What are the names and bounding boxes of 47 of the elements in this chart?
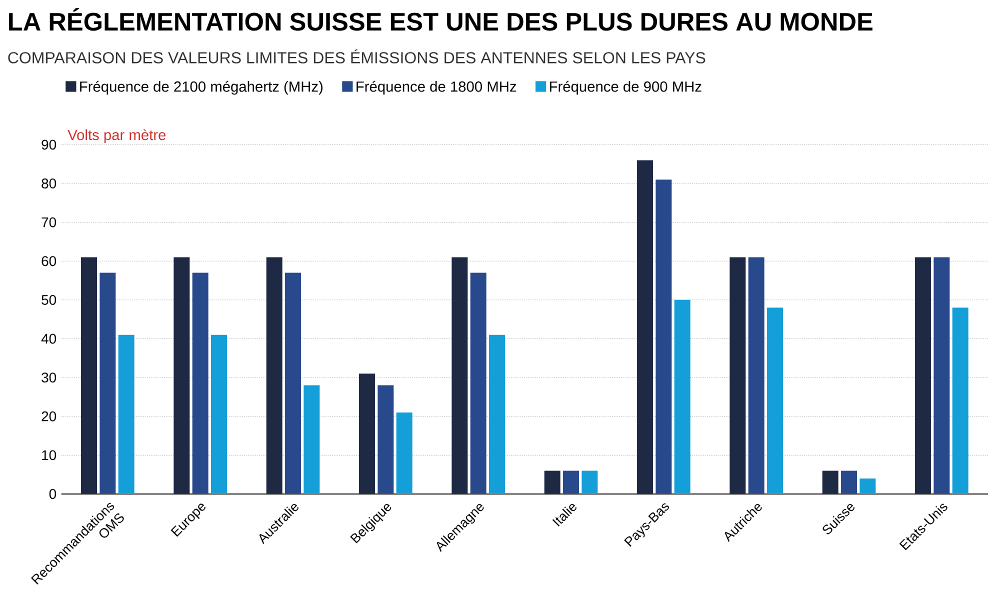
bar (767, 308, 784, 494)
y-tick-label: 60 (42, 256, 56, 266)
bar (730, 257, 746, 494)
bar (396, 412, 412, 494)
y-tick-label: 30 (42, 372, 56, 383)
bar (915, 257, 932, 494)
y-tick-label: 80 (42, 178, 56, 188)
legend-label: Fréquence de 2100 mégahertz (MHz) (80, 80, 322, 95)
bar (860, 478, 876, 494)
bar (100, 272, 116, 494)
y-tick-label: 20 (42, 411, 56, 422)
bar (841, 470, 858, 494)
bar (304, 385, 320, 494)
bar (266, 257, 282, 494)
bar (378, 385, 394, 494)
bar (81, 257, 98, 494)
bar (211, 334, 228, 494)
y-tick-label: 40 (41, 334, 56, 344)
bar (748, 257, 764, 494)
bar (285, 272, 302, 494)
y-tick-label: 0 (49, 489, 56, 499)
chart-subtitle: COMPARAISON DES VALEURS LIMITES DES ÉMISSIONS DES ANTENNES SELON LES PAYS (8, 49, 706, 64)
bar (174, 257, 190, 494)
bar (563, 470, 580, 494)
bar (656, 180, 672, 494)
y-tick-label: 10 (42, 450, 56, 460)
bar (452, 257, 468, 494)
x-tick-label: Italie (552, 504, 576, 527)
bar (674, 300, 690, 494)
bar (118, 334, 134, 494)
bar (489, 334, 506, 494)
y-tick-label: 50 (42, 294, 56, 305)
bar (822, 470, 838, 494)
bar (934, 257, 950, 494)
bar (359, 374, 376, 494)
chart-title: LA RÉGLEMENTATION SUISSE EST UNE DES PLUS DURES AU MONDE (9, 8, 872, 31)
legend-label: Fréquence de 1800 MHz (356, 80, 516, 95)
y-tick-label: 70 (42, 217, 56, 228)
bar (192, 272, 208, 494)
bar (544, 470, 560, 494)
bar (952, 308, 968, 494)
y-tick-label: 90 (42, 140, 56, 150)
bar (637, 160, 654, 494)
y-axis-title: Volts par mètre (68, 129, 166, 144)
bar (470, 272, 486, 494)
bar (582, 470, 598, 494)
legend-label: Fréquence de 900 MHz (550, 80, 702, 95)
